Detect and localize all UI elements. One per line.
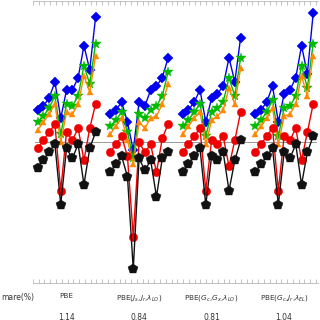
Text: PBE($J_s$,$J_r$,$\lambda_{LO}$): PBE($J_s$,$J_r$,$\lambda_{LO}$) (116, 293, 162, 303)
Text: 0.84: 0.84 (131, 313, 148, 320)
Text: mare(%): mare(%) (2, 293, 35, 302)
Text: 1.14: 1.14 (58, 313, 75, 320)
Text: 1.04: 1.04 (276, 313, 292, 320)
Text: PBE($G_c$,$G_x$,$\lambda_{LO}$): PBE($G_c$,$G_x$,$\lambda_{LO}$) (184, 293, 239, 303)
Text: PBE: PBE (60, 293, 74, 299)
Text: 0.81: 0.81 (203, 313, 220, 320)
Text: PBE($G_c$,$J_r$,$\lambda_{EL}$): PBE($G_c$,$J_r$,$\lambda_{EL}$) (260, 293, 309, 303)
